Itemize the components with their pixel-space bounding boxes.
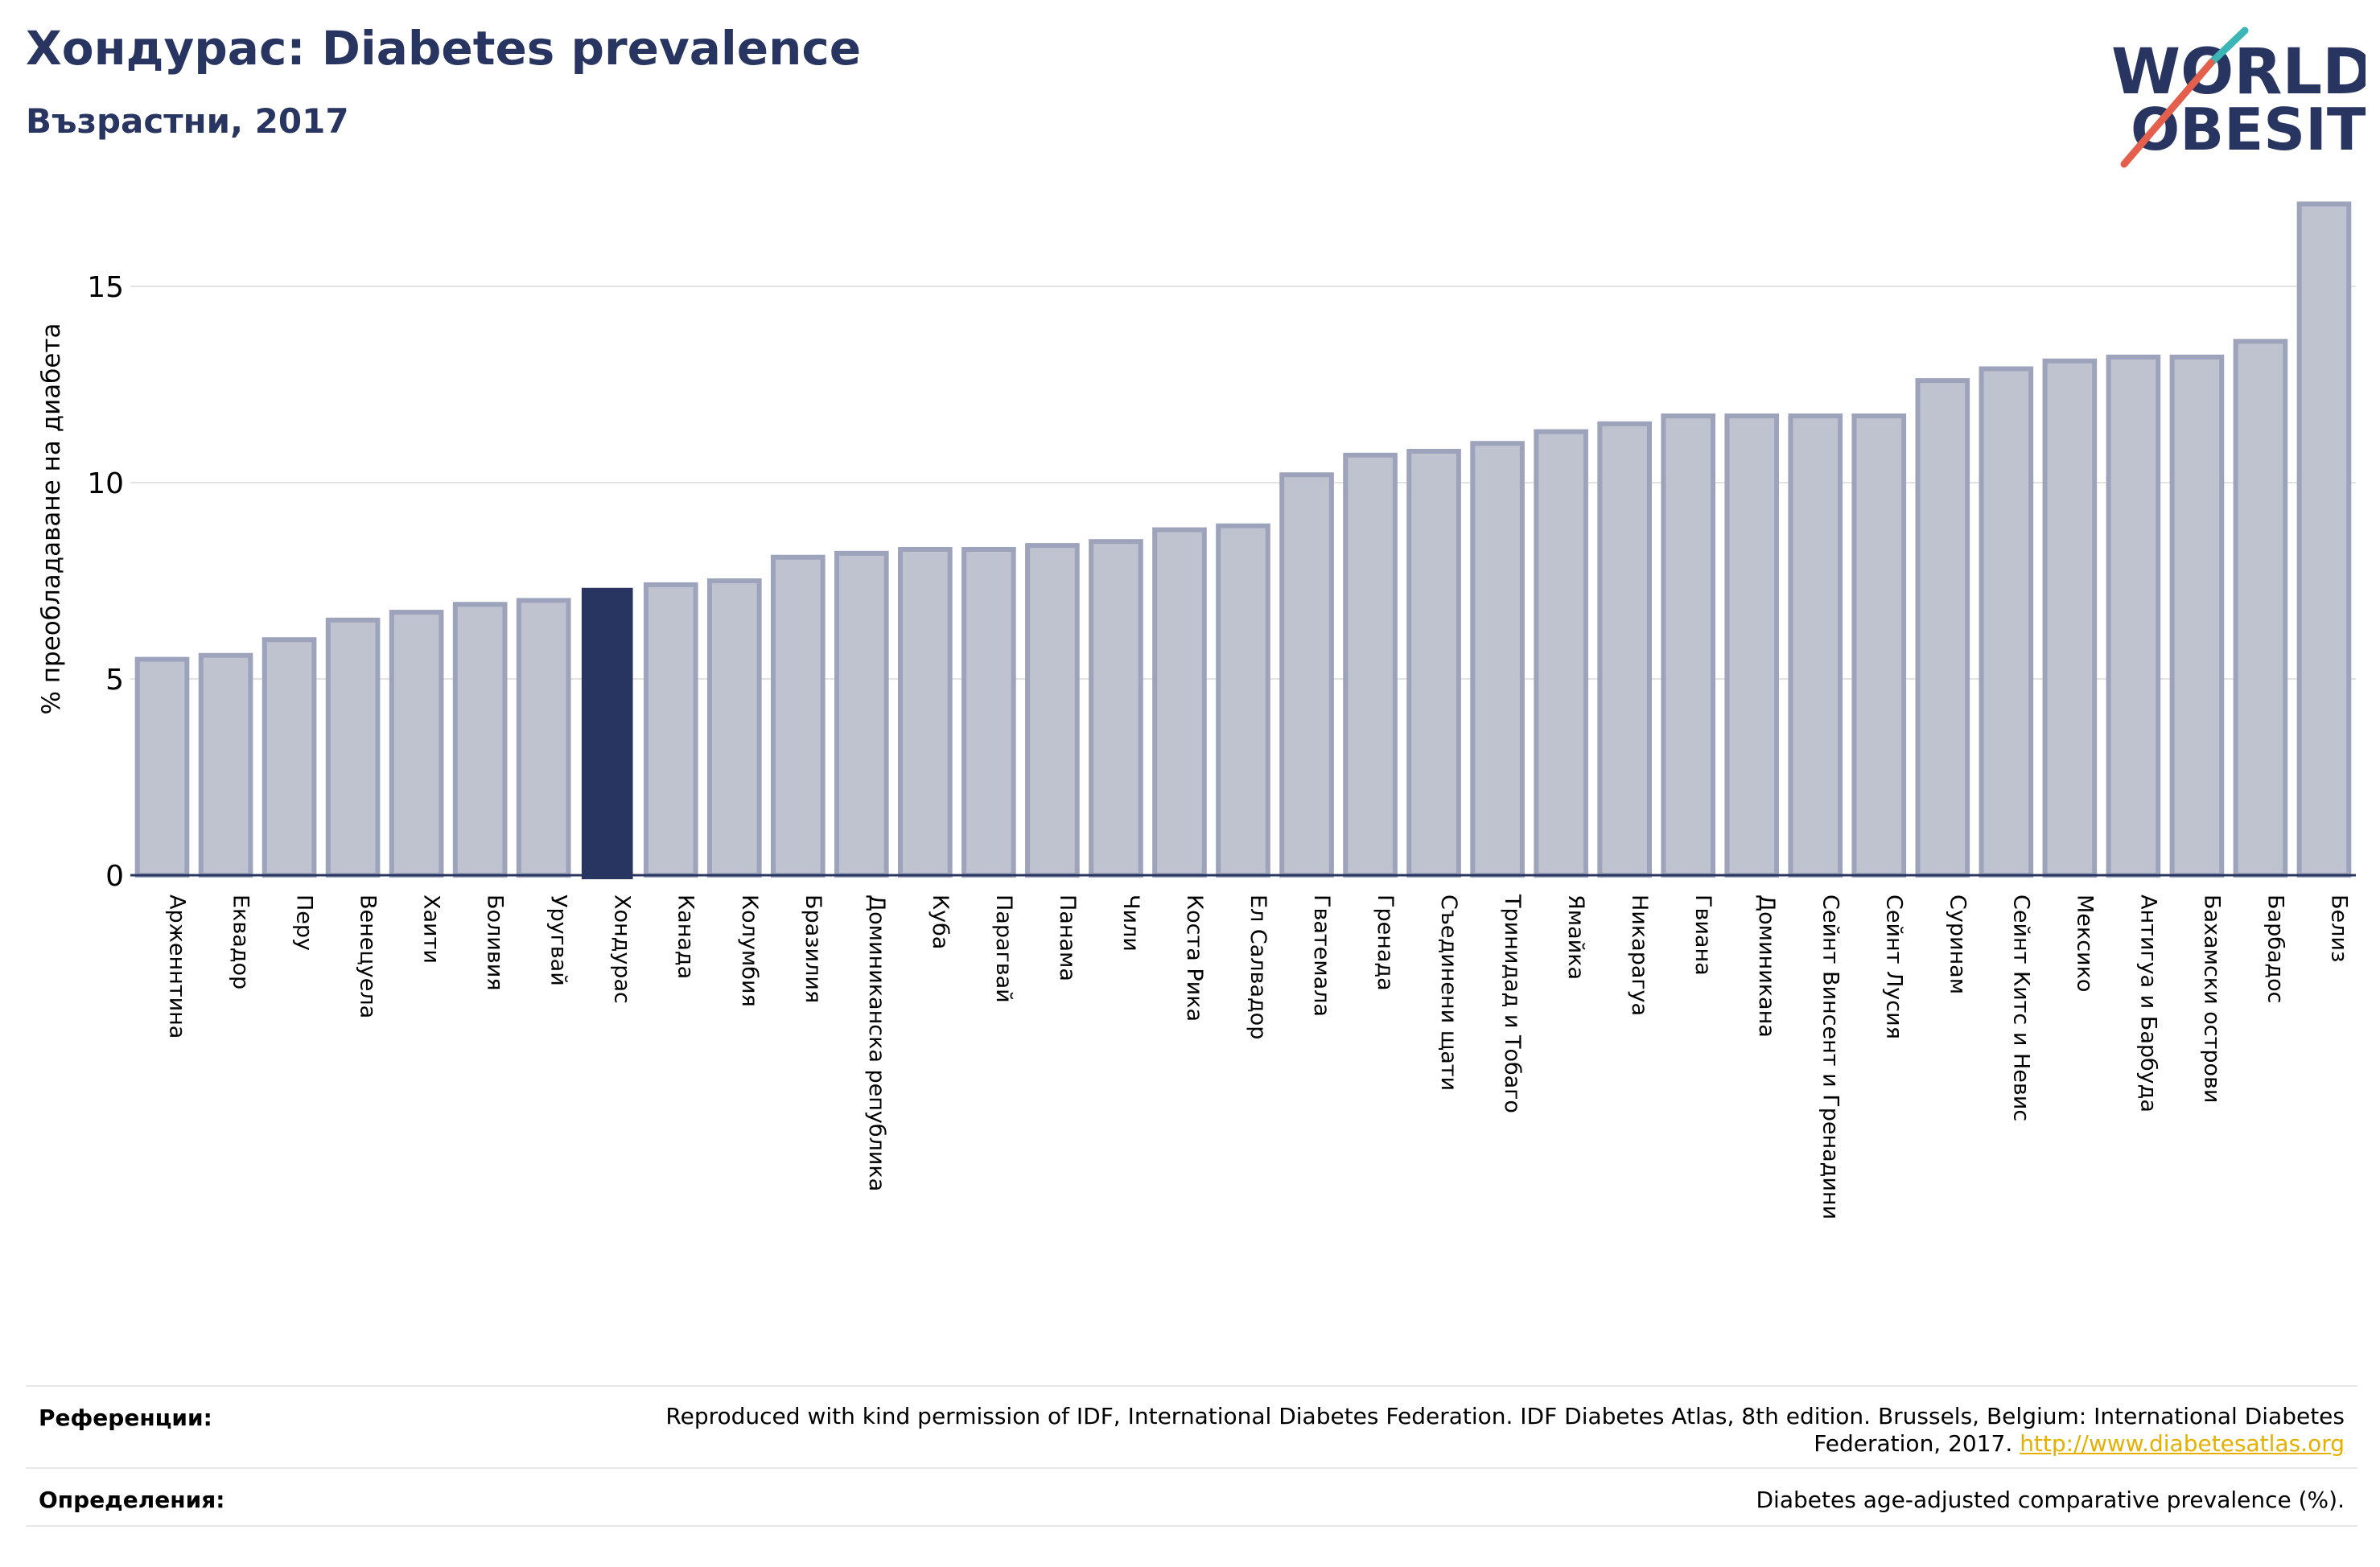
x-tick-label: Перу <box>292 895 317 951</box>
x-tick-label: Гвиана <box>1690 895 1715 976</box>
bar <box>1406 448 1461 878</box>
bar <box>706 578 762 878</box>
x-tick-label: Ел Салвадор <box>1246 895 1270 1039</box>
x-tick-labels: Арженнтина Еквадор Перу Венецуела Хаити Болив… <box>165 894 2352 1219</box>
bar <box>516 598 571 878</box>
bar <box>581 587 633 879</box>
bar <box>1152 527 1207 878</box>
bar <box>770 554 826 878</box>
bar <box>1089 539 1143 878</box>
x-tick-label: Коста Рика <box>1182 895 1207 1022</box>
x-tick-label: Венецуела <box>356 895 381 1018</box>
bar <box>1788 413 1843 878</box>
x-tick-label: Бахамски острови <box>2199 895 2224 1103</box>
x-tick-label: Барбадос <box>2263 895 2287 1003</box>
footer-rule-bottom <box>26 1525 2357 1527</box>
bar <box>2296 201 2352 878</box>
world-obesity-logo: WORLD OBESITY <box>2111 27 2366 168</box>
bar <box>325 617 381 878</box>
references-body: Reproduced with kind permission of IDF, … <box>665 1403 2345 1457</box>
x-tick-label: Куба <box>928 895 953 949</box>
x-tick-label: Гватемала <box>1309 895 1334 1017</box>
bar <box>389 610 444 878</box>
bar <box>643 582 698 878</box>
y-tick-label: 15 <box>87 271 124 304</box>
x-tick-label: Гренада <box>1373 895 1398 991</box>
chart-subtitle: Възрастни, 2017 <box>26 101 349 141</box>
bar <box>261 637 317 878</box>
x-tick-label: Доминиканска република <box>864 895 889 1191</box>
x-tick-label: Хаити <box>419 895 444 964</box>
definitions-text: Diabetes age-adjusted comparative preval… <box>1756 1487 2345 1513</box>
bar <box>1915 378 1970 878</box>
x-tick-label: Съединени щати <box>1436 895 1461 1091</box>
y-axis-label: % преобладаване на диабета <box>37 323 66 715</box>
bar <box>1979 366 2034 878</box>
x-tick-label: Никарагуа <box>1627 895 1652 1016</box>
x-tick-label: Уругвай <box>546 895 571 986</box>
logo-slash-red <box>2120 59 2215 168</box>
y-tick-labels: 0 5 10 15 <box>87 271 124 893</box>
y-tick-label: 0 <box>105 860 124 893</box>
bar <box>1851 413 1907 878</box>
references-text: Reproduced with kind permission of IDF, … <box>574 1403 2345 1458</box>
bar <box>834 550 889 878</box>
bar <box>1724 413 1780 878</box>
x-tick-label: Антигуа и Барбуда <box>2135 895 2160 1113</box>
y-tick-label: 10 <box>87 467 124 500</box>
references-link[interactable]: http://www.diabetesatlas.org <box>2020 1430 2345 1457</box>
references-label: Референции: <box>39 1405 212 1431</box>
x-tick-label: Суринам <box>1945 895 1970 994</box>
x-tick-label: Доминикана <box>1754 895 1779 1038</box>
bar <box>2233 339 2288 878</box>
x-tick-label: Сейнт Лусия <box>1881 895 1906 1039</box>
x-tick-label: Еквадор <box>229 895 253 989</box>
logo-line-world: WORLD <box>2111 36 2366 109</box>
bar <box>1661 413 1716 878</box>
bar <box>1025 543 1080 878</box>
bar <box>2042 358 2098 878</box>
x-tick-label: Арженнтина <box>165 895 190 1038</box>
x-tick-label: Парагвай <box>991 895 1016 1003</box>
bar <box>1470 441 1525 878</box>
x-tick-label: Тринидад и Тобаго <box>1500 894 1525 1113</box>
x-tick-label: Колумбия <box>737 895 762 1007</box>
y-tick-label: 5 <box>105 664 124 697</box>
footer-rule-middle <box>26 1467 2357 1469</box>
bar <box>961 546 1016 878</box>
x-tick-label: Боливия <box>483 895 508 991</box>
x-tick-label: Ямайка <box>1563 895 1588 980</box>
x-tick-label: Сейнт Винсент и Гренадини <box>1818 895 1843 1219</box>
x-tick-label: Канада <box>673 895 698 979</box>
bar <box>134 656 190 878</box>
x-tick-label: Чили <box>1118 895 1143 952</box>
bar <box>1216 523 1270 878</box>
x-tick-label: Сейнт Китс и Невис <box>2008 895 2033 1121</box>
bar <box>1597 421 1652 878</box>
footer-rule-top <box>26 1385 2357 1387</box>
x-tick-label: Хондурас <box>610 895 635 1004</box>
definitions-label: Определения: <box>39 1487 225 1513</box>
bar <box>452 602 508 878</box>
bar <box>1279 472 1334 878</box>
x-tick-label: Мексико <box>2072 895 2097 992</box>
x-tick-label: Панама <box>1055 895 1080 981</box>
bar <box>2169 354 2225 878</box>
logo-slash-teal <box>2207 27 2249 67</box>
bar <box>1343 452 1398 878</box>
bar <box>198 652 253 878</box>
bar <box>2106 354 2161 878</box>
bars <box>134 201 2352 879</box>
chart-title: Хондурас: Diabetes prevalence <box>26 21 862 76</box>
x-tick-label: Бразилия <box>801 895 826 1003</box>
bar <box>898 546 953 878</box>
bar <box>1534 429 1588 878</box>
x-tick-label: Белиз <box>2326 895 2351 962</box>
